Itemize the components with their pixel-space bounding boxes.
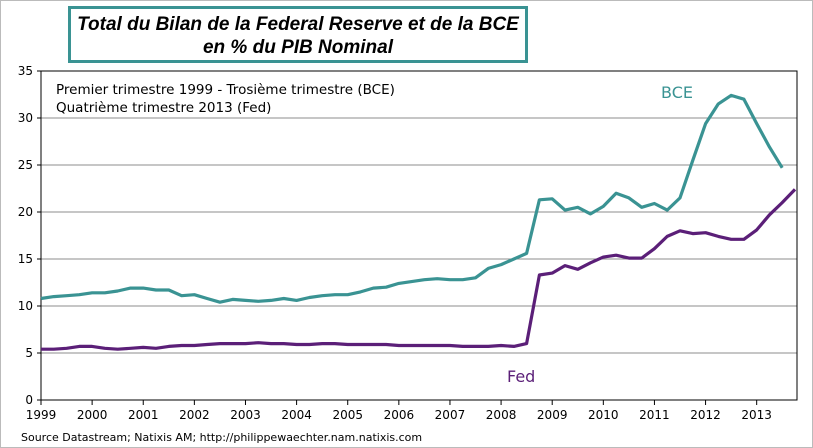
x-tick-label: 1999 (26, 408, 57, 422)
annotation-line-1: Premier trimestre 1999 - Trosième trimes… (56, 82, 395, 98)
series-line-bce (40, 93, 784, 304)
annotation-line-2: Quatrième trimestre 2013 (Fed) (56, 100, 271, 116)
y-tick-label: 30 (18, 111, 33, 125)
x-tick-label: 2010 (588, 408, 619, 422)
title-line-1: Total du Bilan de la Federal Reserve et … (77, 14, 519, 35)
series-line-fed (41, 188, 797, 351)
y-tick-label: 20 (18, 205, 33, 219)
series-label-fed: Fed (507, 367, 535, 386)
y-tick-label: 25 (18, 158, 33, 172)
x-tick-label: 2013 (741, 408, 772, 422)
chart-title: Total du Bilan de la Federal Reserve et … (68, 6, 528, 63)
y-tick-label: 5 (25, 346, 33, 360)
series-label-bce: BCE (661, 83, 693, 102)
y-tick-label: 10 (18, 299, 33, 313)
plot-area (40, 70, 798, 401)
x-tick-label: 2007 (435, 408, 466, 422)
x-tick-label: 2008 (486, 408, 517, 422)
source-note: Source Datastream; Natixis AM; http://ph… (21, 431, 423, 444)
y-tick-label: 35 (18, 64, 33, 78)
x-tick-label: 2002 (179, 408, 210, 422)
x-tick-label: 2012 (690, 408, 721, 422)
x-tick-label: 2004 (281, 408, 312, 422)
x-tick-label: 2000 (77, 408, 108, 422)
x-tick-label: 2006 (384, 408, 415, 422)
x-tick-label: 2003 (230, 408, 261, 422)
x-tick-label: 2001 (128, 408, 159, 422)
y-tick-label: 15 (18, 252, 33, 266)
title-line-2: en % du PIB Nominal (202, 37, 394, 58)
y-tick-label: 0 (25, 393, 33, 407)
x-tick-label: 2009 (537, 408, 568, 422)
x-tick-label: 2005 (332, 408, 363, 422)
x-tick-label: 2011 (639, 408, 670, 422)
